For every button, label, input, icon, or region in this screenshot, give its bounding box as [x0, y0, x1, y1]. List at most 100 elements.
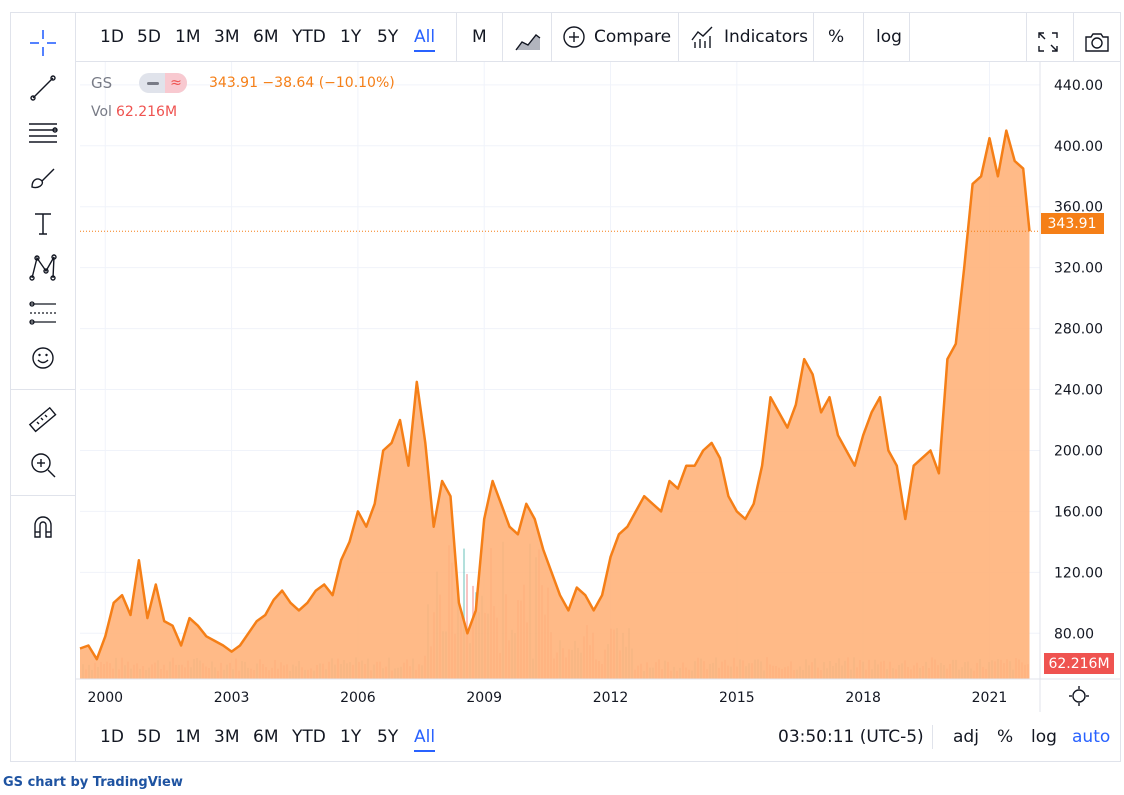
time-tick-label: 2012	[593, 690, 629, 706]
bottom-toolbar: 1D 5D 1M 3M 6M YTD 1Y 5Y All 03:50:11 (U…	[76, 713, 1120, 761]
toolbar-divider	[909, 13, 910, 61]
ruler-icon[interactable]	[25, 402, 61, 438]
range-3m-button[interactable]: 3M	[214, 727, 240, 747]
price-tick-label: 120.00	[1054, 565, 1103, 581]
approx-icon: ≈	[165, 73, 187, 93]
legend-toggle[interactable]: ≈	[139, 73, 187, 93]
trend-line-icon[interactable]	[25, 70, 61, 106]
time-tick-label: 2009	[466, 690, 502, 706]
price-tick-label: 280.00	[1054, 322, 1103, 338]
last-price-tag: 343.91	[1041, 213, 1104, 234]
time-tick-label: 2018	[845, 690, 881, 706]
volume-legend-value: 62.216M	[115, 104, 178, 120]
zoom-in-icon[interactable]	[25, 447, 61, 483]
time-tick-label: 2000	[87, 690, 123, 706]
range-1m-button[interactable]: 1M	[175, 27, 201, 47]
range-ytd-button[interactable]: YTD	[292, 27, 326, 47]
price-tick-label: 80.00	[1054, 626, 1094, 642]
legend-values: 343.91 −38.64 (−10.10%)	[209, 75, 395, 91]
magnet-icon[interactable]	[25, 509, 61, 545]
range-1d-button[interactable]: 1D	[100, 727, 124, 747]
time-tick-label: 2015	[719, 690, 755, 706]
settings-gear-icon[interactable]	[1069, 686, 1089, 706]
range-5y-button[interactable]: 5Y	[377, 727, 399, 747]
volume-value-label: 62.216M	[1048, 656, 1109, 672]
range-6m-button[interactable]: 6M	[253, 27, 279, 47]
volume-legend-label: Vol	[91, 104, 112, 120]
range-ytd-button[interactable]: YTD	[292, 727, 326, 747]
volume-legend: Vol 62.216M	[91, 104, 177, 120]
indicators-icon	[691, 26, 713, 48]
chart-widget-frame	[10, 12, 1121, 762]
footer-brand: TradingView	[92, 775, 183, 790]
range-all-button[interactable]: All	[414, 713, 436, 761]
range-1d-button[interactable]: 1D	[100, 27, 124, 47]
auto-scale-button[interactable]: auto	[1072, 727, 1111, 747]
range-all-button[interactable]: All	[414, 13, 436, 61]
fib-retracement-icon[interactable]	[25, 115, 61, 151]
price-axis[interactable]: 440.00 400.00 360.00 320.00 280.00 240.00 200.…	[1054, 78, 1103, 642]
camera-icon[interactable]	[1083, 25, 1111, 52]
price-tick-label: 320.00	[1054, 261, 1103, 277]
price-tick-label: 360.00	[1054, 200, 1103, 216]
percent-scale-button[interactable]: %	[828, 27, 845, 47]
price-tick-label: 240.00	[1054, 383, 1103, 399]
time-tick-label: 2021	[972, 690, 1008, 706]
range-5d-button[interactable]: 5D	[137, 27, 161, 47]
symbol-label: GS	[91, 74, 113, 92]
toolbar-divider	[678, 13, 679, 61]
crosshair-icon[interactable]	[25, 25, 61, 61]
area-chart-icon[interactable]	[514, 25, 542, 51]
range-1y-button[interactable]: 1Y	[340, 727, 362, 747]
toolbar-divider	[551, 13, 552, 61]
drawing-toolbar	[11, 13, 76, 761]
adjust-button[interactable]: adj	[953, 727, 979, 747]
toolbar-divider	[1026, 13, 1027, 61]
indicators-label: Indicators	[724, 27, 808, 47]
toolbar-divider	[456, 13, 457, 61]
volume-tag: 62.216M	[1044, 653, 1114, 674]
tradingview-attribution-link[interactable]: GS chart by TradingView	[3, 775, 183, 790]
interval-button[interactable]: M	[472, 27, 487, 47]
range-5y-button[interactable]: 5Y	[377, 27, 399, 47]
percent-scale-button[interactable]: %	[997, 727, 1014, 747]
plus-circle-icon	[563, 26, 585, 48]
range-3m-button[interactable]: 3M	[214, 27, 240, 47]
emoji-icon[interactable]	[25, 340, 61, 376]
log-scale-button[interactable]: log	[1031, 727, 1057, 747]
range-1m-button[interactable]: 1M	[175, 727, 201, 747]
range-5d-button[interactable]: 5D	[137, 727, 161, 747]
toolbar-divider	[863, 13, 864, 61]
footer-text: chart by	[27, 775, 89, 790]
line-style-icon	[147, 82, 159, 85]
price-area	[80, 130, 1030, 680]
toolbar-divider	[1073, 13, 1074, 61]
volume-bar	[466, 574, 468, 679]
top-toolbar: 1D 5D 1M 3M 6M YTD 1Y 5Y All M Compare I…	[76, 13, 1120, 62]
range-1y-button[interactable]: 1Y	[340, 27, 362, 47]
pattern-icon[interactable]	[25, 250, 61, 286]
compare-button[interactable]: Compare	[562, 13, 671, 61]
text-icon[interactable]	[25, 205, 61, 241]
range-6m-button[interactable]: 6M	[253, 727, 279, 747]
toolbar-divider	[813, 13, 814, 61]
brush-icon[interactable]	[25, 160, 61, 196]
fullscreen-icon[interactable]	[1036, 25, 1060, 52]
time-axis[interactable]: 2000 2003 2006 2009 2012 2015 2018 2021	[87, 690, 1007, 706]
toolbar-divider	[932, 725, 933, 749]
prediction-icon[interactable]	[25, 295, 61, 331]
log-scale-button[interactable]: log	[876, 27, 902, 47]
toolbar-divider	[502, 13, 503, 61]
footer-symbol: GS	[3, 775, 24, 790]
toolbar-divider	[11, 389, 75, 390]
price-tick-label: 440.00	[1054, 78, 1103, 94]
clock-label[interactable]: 03:50:11 (UTC-5)	[778, 727, 924, 747]
time-tick-label: 2003	[214, 690, 250, 706]
toolbar-divider	[11, 495, 75, 496]
time-tick-label: 2006	[340, 690, 376, 706]
price-tick-label: 160.00	[1054, 504, 1103, 520]
compare-label: Compare	[594, 27, 672, 47]
price-tick-label: 200.00	[1054, 443, 1103, 459]
indicators-button[interactable]: Indicators	[690, 13, 808, 61]
